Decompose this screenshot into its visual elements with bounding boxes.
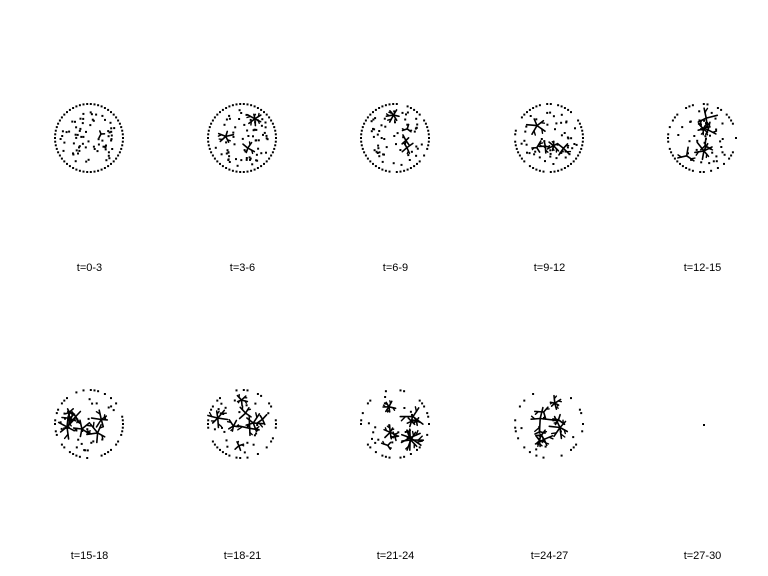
particle-cluster xyxy=(385,109,400,123)
panel-label: t=15-18 xyxy=(71,550,109,562)
particle-cluster xyxy=(548,415,569,440)
particle-cluster xyxy=(694,141,714,161)
particle-cluster xyxy=(207,409,229,429)
particle-cluster xyxy=(236,419,260,437)
particle-cluster xyxy=(242,141,256,155)
particle-cluster xyxy=(380,440,392,451)
particle-cluster xyxy=(401,134,410,146)
panel-label: t=3-6 xyxy=(230,262,255,274)
particle-cluster xyxy=(226,418,240,432)
panel-t=21-24: t=21-24 xyxy=(360,389,430,562)
particle-cluster xyxy=(534,425,546,435)
particle-cluster xyxy=(246,112,262,127)
particle-cluster xyxy=(702,121,718,136)
particle-cluster xyxy=(538,140,551,154)
particle-cluster xyxy=(677,146,696,162)
particle-cluster xyxy=(400,428,424,451)
particle-cluster xyxy=(238,405,252,420)
particle-cluster xyxy=(401,123,413,133)
particle-cluster xyxy=(72,419,92,438)
particle-cluster xyxy=(546,140,560,153)
panel-label: t=9-12 xyxy=(534,262,566,274)
panel-t=6-9: t=6-9 xyxy=(360,103,430,274)
panel-label: t=18-21 xyxy=(224,550,262,562)
particle-cluster xyxy=(236,393,249,407)
particle-cluster xyxy=(401,141,414,155)
particle-cluster xyxy=(86,421,106,444)
particle-cluster xyxy=(549,394,562,411)
particle-cluster xyxy=(382,400,397,413)
particle-cluster xyxy=(525,118,546,136)
panel-label: t=24-27 xyxy=(531,550,569,562)
particle-cluster xyxy=(383,424,399,440)
panel-t=24-27: t=24-27 xyxy=(514,393,584,562)
particle-cluster xyxy=(557,143,572,156)
panel-label: t=6-9 xyxy=(383,262,408,274)
panel-label: t=12-15 xyxy=(684,262,722,274)
particle-cluster xyxy=(90,409,109,428)
panel-t=27-30: t=27-30 xyxy=(684,424,722,562)
panel-t=0-3: t=0-3 xyxy=(54,103,124,274)
particle-cluster xyxy=(531,140,544,153)
panel-t=18-21: t=18-21 xyxy=(207,389,277,562)
particle-cluster xyxy=(533,406,550,420)
panel-t=9-12: t=9-12 xyxy=(514,103,584,274)
particle-cluster xyxy=(98,130,106,139)
particle-cluster xyxy=(399,406,424,425)
particle-cluster xyxy=(256,413,268,426)
particle-cluster xyxy=(535,434,546,448)
particle-cluster xyxy=(217,130,235,143)
panel-t=3-6: t=3-6 xyxy=(207,103,277,274)
particle-cluster xyxy=(234,440,245,452)
panel-t=12-15: t=12-15 xyxy=(667,103,737,274)
panel-label: t=21-24 xyxy=(377,550,415,562)
panel-label: t=0-3 xyxy=(77,262,102,274)
panel-t=15-18: t=15-18 xyxy=(54,389,124,562)
panel-label: t=27-30 xyxy=(684,550,722,562)
